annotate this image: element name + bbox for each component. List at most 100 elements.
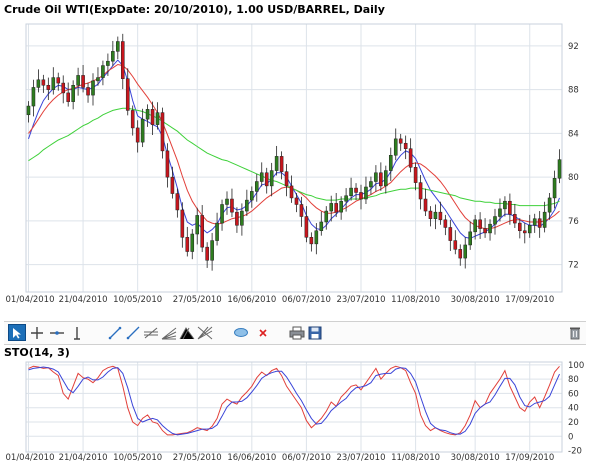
candle-up[interactable] bbox=[91, 73, 95, 106]
candle-up[interactable] bbox=[527, 214, 532, 238]
candle-down[interactable] bbox=[359, 184, 363, 210]
ray-line-icon[interactable] bbox=[124, 324, 142, 341]
candle-down[interactable] bbox=[235, 207, 239, 233]
candle-up[interactable] bbox=[557, 149, 562, 184]
candle-down[interactable] bbox=[81, 65, 85, 93]
candle-up[interactable] bbox=[468, 221, 472, 250]
candle-up[interactable] bbox=[195, 207, 200, 245]
candle-down[interactable] bbox=[458, 244, 463, 266]
candle-up[interactable] bbox=[364, 176, 368, 204]
candle-up[interactable] bbox=[250, 186, 254, 208]
candle-down[interactable] bbox=[294, 193, 299, 213]
candle-up[interactable] bbox=[71, 80, 75, 110]
candle-down[interactable] bbox=[522, 223, 527, 244]
vertical-line-icon[interactable] bbox=[68, 324, 86, 341]
candle-up[interactable] bbox=[547, 193, 552, 220]
candle-down[interactable] bbox=[478, 212, 482, 239]
candle-down[interactable] bbox=[418, 174, 423, 210]
horizontal-line-icon[interactable] bbox=[48, 324, 66, 341]
candle-down[interactable] bbox=[334, 193, 338, 218]
candle-up[interactable] bbox=[384, 165, 388, 194]
candle-down[interactable] bbox=[56, 72, 61, 91]
candle-up[interactable] bbox=[36, 69, 41, 93]
candle-down[interactable] bbox=[41, 74, 46, 93]
candle-down[interactable] bbox=[180, 202, 185, 248]
candle-down[interactable] bbox=[175, 188, 180, 218]
cursor-arrow-icon[interactable] bbox=[8, 324, 26, 341]
candle-down[interactable] bbox=[264, 167, 269, 194]
candle-down[interactable] bbox=[284, 164, 289, 197]
candle-down[interactable] bbox=[279, 151, 284, 180]
candle-up[interactable] bbox=[106, 53, 110, 76]
candle-down[interactable] bbox=[185, 226, 190, 257]
candle-up[interactable] bbox=[473, 214, 477, 240]
candle-up[interactable] bbox=[542, 201, 547, 233]
candle-down[interactable] bbox=[165, 143, 170, 188]
candle-up[interactable] bbox=[254, 173, 259, 202]
candle-down[interactable] bbox=[125, 68, 130, 116]
candle-up[interactable] bbox=[374, 165, 378, 192]
candle-down[interactable] bbox=[448, 219, 453, 251]
candle-down[interactable] bbox=[205, 242, 209, 268]
text-bubble-icon[interactable] bbox=[232, 324, 250, 341]
candle-down[interactable] bbox=[299, 196, 304, 227]
candle-down[interactable] bbox=[518, 218, 522, 239]
candle-down[interactable] bbox=[443, 214, 448, 236]
candle-down[interactable] bbox=[428, 206, 433, 227]
candle-down[interactable] bbox=[61, 75, 66, 104]
candle-up[interactable] bbox=[369, 176, 373, 195]
candle-up[interactable] bbox=[111, 40, 115, 67]
candle-down[interactable] bbox=[354, 183, 358, 201]
candle-up[interactable] bbox=[240, 203, 244, 236]
trend-line-icon[interactable] bbox=[106, 324, 124, 341]
candle-up[interactable] bbox=[101, 60, 105, 86]
candle-down[interactable] bbox=[408, 138, 413, 173]
candle-down[interactable] bbox=[438, 201, 443, 225]
candle-up[interactable] bbox=[349, 177, 353, 201]
candle-down[interactable] bbox=[309, 232, 314, 252]
candle-down[interactable] bbox=[230, 188, 234, 218]
candle-down[interactable] bbox=[304, 206, 309, 243]
candle-up[interactable] bbox=[532, 213, 537, 233]
candle-down[interactable] bbox=[453, 230, 458, 255]
candle-up[interactable] bbox=[329, 195, 334, 222]
candle-down[interactable] bbox=[403, 135, 408, 160]
candle-up[interactable] bbox=[245, 189, 249, 216]
candle-up[interactable] bbox=[155, 102, 160, 130]
candle-down[interactable] bbox=[483, 218, 487, 238]
candle-up[interactable] bbox=[225, 191, 229, 215]
candle-down[interactable] bbox=[160, 107, 165, 159]
candle-down[interactable] bbox=[200, 205, 204, 253]
candle-down[interactable] bbox=[120, 33, 125, 90]
candle-up[interactable] bbox=[503, 196, 507, 217]
candle-up[interactable] bbox=[220, 199, 224, 231]
candle-up[interactable] bbox=[215, 212, 219, 246]
candle-down[interactable] bbox=[170, 166, 175, 199]
candle-up[interactable] bbox=[269, 162, 274, 197]
candle-up[interactable] bbox=[433, 204, 438, 230]
candle-up[interactable] bbox=[388, 147, 393, 181]
candle-down[interactable] bbox=[508, 193, 512, 225]
candle-up[interactable] bbox=[145, 104, 150, 127]
candle-up[interactable] bbox=[488, 219, 492, 241]
candle-up[interactable] bbox=[498, 198, 502, 222]
price-candles-layer[interactable] bbox=[26, 33, 562, 271]
candle-up[interactable] bbox=[314, 223, 319, 255]
print-icon[interactable] bbox=[288, 324, 306, 341]
candle-up[interactable] bbox=[31, 79, 36, 117]
candle-down[interactable] bbox=[86, 82, 90, 103]
candle-up[interactable] bbox=[463, 237, 468, 269]
candle-down[interactable] bbox=[537, 211, 542, 238]
candle-down[interactable] bbox=[398, 133, 403, 151]
fibonacci-fan-icon[interactable] bbox=[160, 324, 178, 341]
trash-icon[interactable] bbox=[566, 324, 584, 341]
candle-down[interactable] bbox=[66, 82, 70, 107]
candle-up[interactable] bbox=[344, 188, 348, 212]
candle-up[interactable] bbox=[116, 36, 120, 60]
candle-up[interactable] bbox=[339, 196, 343, 220]
candle-down[interactable] bbox=[423, 188, 428, 216]
candle-up[interactable] bbox=[26, 101, 31, 123]
candle-up[interactable] bbox=[324, 206, 329, 230]
candle-up[interactable] bbox=[51, 67, 56, 95]
